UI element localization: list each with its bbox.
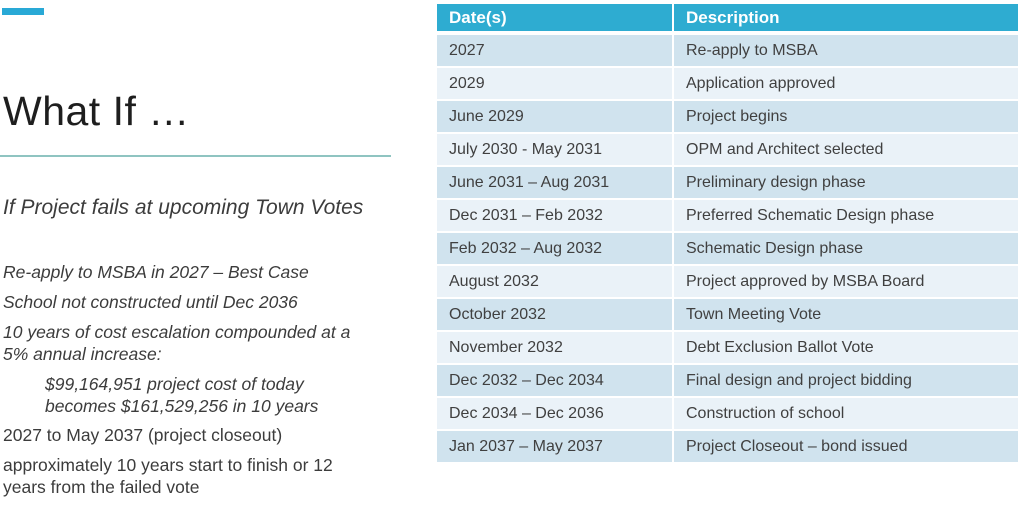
description-cell: OPM and Architect selected xyxy=(674,134,1018,167)
date-cell: November 2032 xyxy=(437,332,674,365)
description-cell: Re-apply to MSBA xyxy=(674,35,1018,68)
body-paragraph: 10 years of cost escalation compounded a… xyxy=(3,322,351,364)
date-cell: July 2030 - May 2031 xyxy=(437,134,674,167)
description-cell: Schematic Design phase xyxy=(674,233,1018,266)
schedule-table: Date(s) Description 2027 Re-apply to MSBA… xyxy=(437,4,1018,464)
description-cell: Debt Exclusion Ballot Vote xyxy=(674,332,1018,365)
table-row: Dec 2034 – Dec 2036 Construction of schoo… xyxy=(437,398,1018,431)
body-paragraph: Re-apply to MSBA in 2027 – Best Case xyxy=(3,262,309,282)
body-paragraph: 2027 to May 2037 (project closeout) xyxy=(3,425,283,445)
description-cell: Preliminary design phase xyxy=(674,167,1018,200)
header-dates: Date(s) xyxy=(437,4,674,35)
date-cell: Dec 2032 – Dec 2034 xyxy=(437,365,674,398)
schedule-table-header: Date(s) Description xyxy=(437,4,1018,35)
table-row: November 2032 Debt Exclusion Ballot Vote xyxy=(437,332,1018,365)
description-cell: Project begins xyxy=(674,101,1018,134)
table-row: Dec 2031 – Feb 2032 Preferred Schematic D… xyxy=(437,200,1018,233)
subtitle: If Project fails at upcoming Town Votes xyxy=(3,196,364,219)
date-cell: August 2032 xyxy=(437,266,674,299)
table-row: July 2030 - May 2031 OPM and Architect se… xyxy=(437,134,1018,167)
date-cell: Jan 2037 – May 2037 xyxy=(437,431,674,464)
table-row: Dec 2032 – Dec 2034 Final design and proj… xyxy=(437,365,1018,398)
date-cell: June 2029 xyxy=(437,101,674,134)
body-paragraphs: Re-apply to MSBA in 2027 – Best Case Scho… xyxy=(3,261,408,506)
date-cell: Feb 2032 – Aug 2032 xyxy=(437,233,674,266)
accent-bar xyxy=(2,8,44,15)
date-cell: 2029 xyxy=(437,68,674,101)
date-cell: Dec 2031 – Feb 2032 xyxy=(437,200,674,233)
description-cell: Preferred Schematic Design phase xyxy=(674,200,1018,233)
description-cell: Town Meeting Vote xyxy=(674,299,1018,332)
header-description: Description xyxy=(674,4,1018,35)
body-paragraph: approximately 10 years start to finish o… xyxy=(3,455,333,497)
page-title: What If … xyxy=(3,88,190,134)
date-cell: June 2031 – Aug 2031 xyxy=(437,167,674,200)
description-cell: Construction of school xyxy=(674,398,1018,431)
description-cell: Project approved by MSBA Board xyxy=(674,266,1018,299)
description-cell: Final design and project bidding xyxy=(674,365,1018,398)
table-row: 2029 Application approved xyxy=(437,68,1018,101)
table-row: 2027 Re-apply to MSBA xyxy=(437,35,1018,68)
description-cell: Application approved xyxy=(674,68,1018,101)
title-divider xyxy=(0,155,391,157)
body-paragraph: $99,164,951 project cost of today become… xyxy=(45,374,319,416)
table-row: October 2032 Town Meeting Vote xyxy=(437,299,1018,332)
date-cell: Dec 2034 – Dec 2036 xyxy=(437,398,674,431)
description-cell: Project Closeout – bond issued xyxy=(674,431,1018,464)
table-row: August 2032 Project approved by MSBA Boar… xyxy=(437,266,1018,299)
date-cell: October 2032 xyxy=(437,299,674,332)
table-row: Feb 2032 – Aug 2032 Schematic Design phas… xyxy=(437,233,1018,266)
table-row: June 2029 Project begins xyxy=(437,101,1018,134)
schedule-table-body: 2027 Re-apply to MSBA 2029 Application appr… xyxy=(437,35,1018,464)
body-paragraph: School not constructed until Dec 2036 xyxy=(3,292,298,312)
table-row: June 2031 – Aug 2031 Preliminary design p… xyxy=(437,167,1018,200)
header-row: Date(s) Description xyxy=(437,4,1018,35)
table-row: Jan 2037 – May 2037 Project Closeout – bo… xyxy=(437,431,1018,464)
date-cell: 2027 xyxy=(437,35,674,68)
